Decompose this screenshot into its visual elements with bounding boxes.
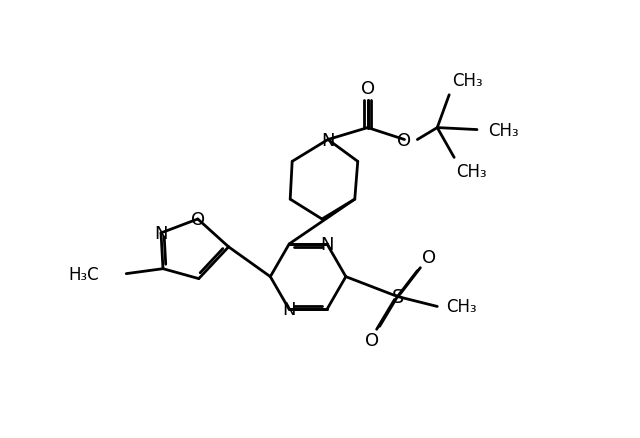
Text: CH₃: CH₃	[446, 298, 476, 316]
Text: H₃C: H₃C	[68, 265, 99, 283]
Text: O: O	[422, 248, 436, 266]
Text: S: S	[391, 287, 404, 306]
Text: N: N	[282, 300, 296, 318]
Text: O: O	[360, 80, 375, 98]
Text: N: N	[154, 224, 168, 242]
Text: N: N	[321, 131, 335, 149]
Text: O: O	[365, 332, 379, 350]
Text: O: O	[397, 131, 412, 149]
Text: CH₃: CH₃	[456, 163, 486, 181]
Text: CH₃: CH₃	[452, 72, 483, 90]
Text: O: O	[191, 211, 205, 229]
Text: N: N	[320, 235, 333, 253]
Text: CH₃: CH₃	[488, 121, 519, 139]
